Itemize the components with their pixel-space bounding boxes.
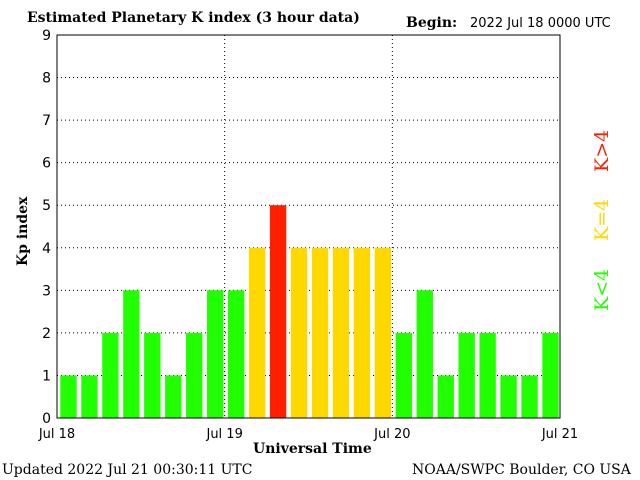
kp-bar (395, 332, 412, 418)
x-tick-labels: Jul 18 Jul 19 Jul 20 Jul 21 (38, 427, 578, 442)
kp-bar (81, 375, 98, 418)
kp-bar (332, 247, 350, 418)
kp-bar (353, 247, 371, 418)
y-tick-label: 6 (42, 156, 51, 172)
kp-bar (416, 290, 433, 418)
kp-bar (227, 290, 245, 418)
updated-text: Updated 2022 Jul 21 00:30:11 UTC (2, 462, 252, 478)
y-tick-label: 4 (42, 241, 51, 257)
kp-bar (458, 332, 475, 418)
kp-bar (437, 375, 454, 418)
y-tick-label: 1 (42, 368, 51, 384)
kp-bar (479, 332, 496, 418)
x-tick-label: Jul 18 (38, 427, 75, 442)
legend-k-above-4: K>4 (591, 130, 613, 172)
kp-bar (123, 290, 140, 418)
kp-bar (521, 375, 538, 418)
kp-bar (248, 247, 266, 418)
kp-bar (144, 332, 161, 418)
kp-bar (60, 375, 77, 418)
chart-title: Estimated Planetary K index (3 hour data… (27, 10, 360, 26)
y-tick-label: 0 (42, 411, 51, 427)
legend-k-below-4: K<4 (591, 269, 613, 311)
y-tick-label: 8 (42, 71, 51, 87)
plot-frame (56, 34, 561, 419)
kp-bar (542, 332, 559, 418)
y-tick-labels: 0 1 2 3 4 5 6 7 8 9 (42, 28, 51, 427)
legend-k-equal-4: K=4 (591, 199, 613, 241)
x-axis-label: Universal Time (253, 441, 372, 457)
kp-bar (290, 247, 308, 418)
x-tick-label: Jul 19 (205, 427, 242, 442)
y-tick-label: 2 (42, 326, 51, 342)
x-tick-label: Jul 21 (541, 427, 578, 442)
begin-label: Begin: (406, 15, 457, 31)
kp-bar (269, 205, 287, 418)
source-text: NOAA/SWPC Boulder, CO USA (412, 462, 632, 478)
y-tick-label: 3 (42, 283, 51, 299)
y-tick-label: 9 (42, 28, 51, 44)
y-tick-label: 7 (42, 113, 51, 129)
begin-value: 2022 Jul 18 0000 UTC (470, 16, 611, 31)
y-axis-title: Kp index (15, 196, 31, 266)
kp-bar (102, 332, 119, 418)
legend: K>4 K=4 K<4 (591, 130, 613, 311)
y-axis-label: Kp index (15, 196, 31, 266)
kp-bar (311, 247, 329, 418)
kp-bar (165, 375, 182, 418)
kp-bar (500, 375, 517, 418)
bars (60, 205, 559, 418)
x-tick-label: Jul 20 (373, 427, 410, 442)
y-tick-label: 5 (42, 198, 51, 214)
kp-bar (207, 290, 224, 418)
kp-bar (186, 332, 203, 418)
kp-bar (374, 247, 392, 418)
